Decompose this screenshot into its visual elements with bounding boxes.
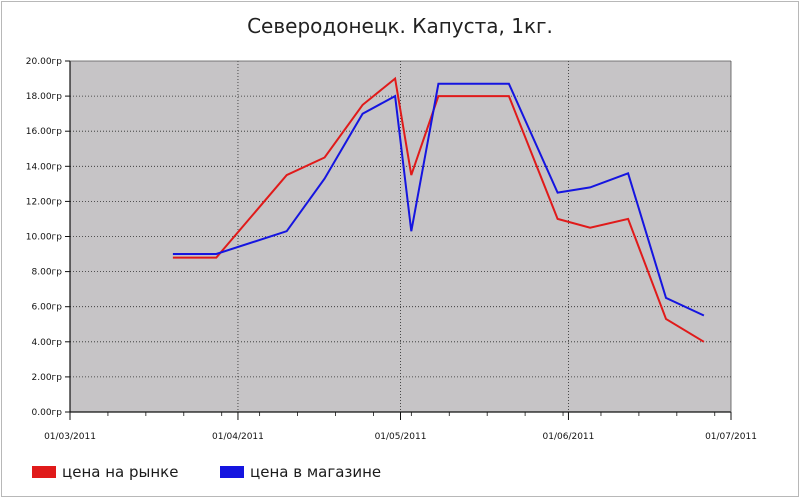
series-line-store [172, 82, 705, 317]
x-tick-label: 01/04/2011 [212, 432, 264, 442]
series-lines [172, 76, 705, 343]
y-tick-label: 16.00гр [26, 127, 62, 137]
y-tick-label: 2.00гр [32, 373, 63, 383]
y-tick-label: 18.00гр [26, 92, 62, 102]
y-tick-label: 20.00гр [26, 57, 62, 67]
series-line-market [172, 76, 705, 343]
grid-lines [70, 61, 731, 412]
y-tick-label: 10.00гр [26, 233, 62, 243]
x-tick-label: 01/07/2011 [705, 432, 757, 442]
axes [65, 60, 732, 420]
legend-label-store: цена в магазине [250, 463, 382, 481]
chart-title: Северодонецк. Капуста, 1кг. [247, 14, 553, 38]
legend-swatch-store [220, 466, 244, 478]
legend-item-store: цена в магазине [220, 462, 381, 482]
tick-labels: 0.00гр 2.00гр 4.00гр 6.00гр 8.00гр 10.00гр 12.… [26, 57, 757, 442]
legend-swatch-market [32, 466, 56, 478]
y-tick-label: 14.00гр [26, 162, 62, 172]
y-tick-label: 12.00гр [26, 197, 62, 207]
x-tick-label: 01/05/2011 [375, 432, 427, 442]
y-tick-label: 0.00гр [32, 408, 63, 418]
y-tick-label: 4.00гр [32, 338, 63, 348]
y-tick-label: 8.00гр [32, 268, 63, 278]
legend-item-market: цена на рынке [32, 462, 178, 482]
legend-label-market: цена на рынке [62, 463, 179, 481]
y-tick-label: 6.00гр [32, 303, 63, 313]
x-tick-label: 01/06/2011 [543, 432, 595, 442]
x-tick-label: 01/03/2011 [44, 432, 96, 442]
